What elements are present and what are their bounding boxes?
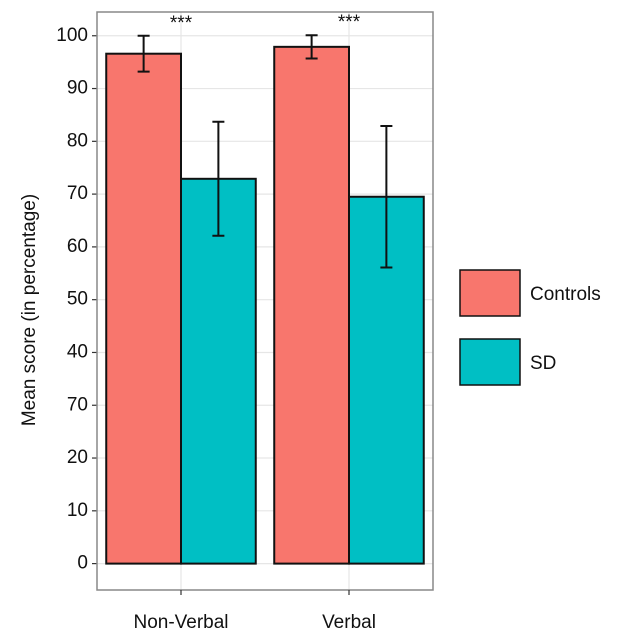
y-axis-label: Mean score (in percentage): [19, 194, 40, 426]
y-tick-label: 70: [67, 183, 88, 204]
y-tick-label: 50: [67, 289, 88, 310]
annotation: ***: [170, 13, 193, 34]
y-tick-label: 70: [67, 394, 88, 415]
legend-label: SD: [530, 353, 556, 374]
x-tick-label: Non-Verbal: [133, 612, 228, 633]
annotation: ***: [338, 12, 361, 33]
y-tick-label: 80: [67, 130, 88, 151]
y-tick-label: 60: [67, 236, 88, 257]
y-tick-label: 90: [67, 78, 88, 99]
legend-swatch: [459, 269, 521, 317]
bar: [105, 52, 182, 565]
x-tick-label: Verbal: [322, 612, 376, 633]
y-tick-label: 10: [67, 500, 88, 521]
legend-swatch: [459, 338, 521, 386]
error-bar: [305, 34, 318, 60]
bar: [180, 177, 257, 565]
legend-label: Controls: [530, 284, 601, 305]
bar: [273, 45, 350, 565]
error-bar: [380, 125, 393, 269]
y-tick-label: 20: [67, 447, 88, 468]
error-bar: [137, 34, 150, 73]
y-tick-label: 40: [67, 341, 88, 362]
plot-border: [96, 11, 434, 591]
error-bar: [212, 120, 225, 237]
y-tick-label: 100: [56, 25, 88, 46]
y-tick-label: 0: [77, 553, 88, 574]
